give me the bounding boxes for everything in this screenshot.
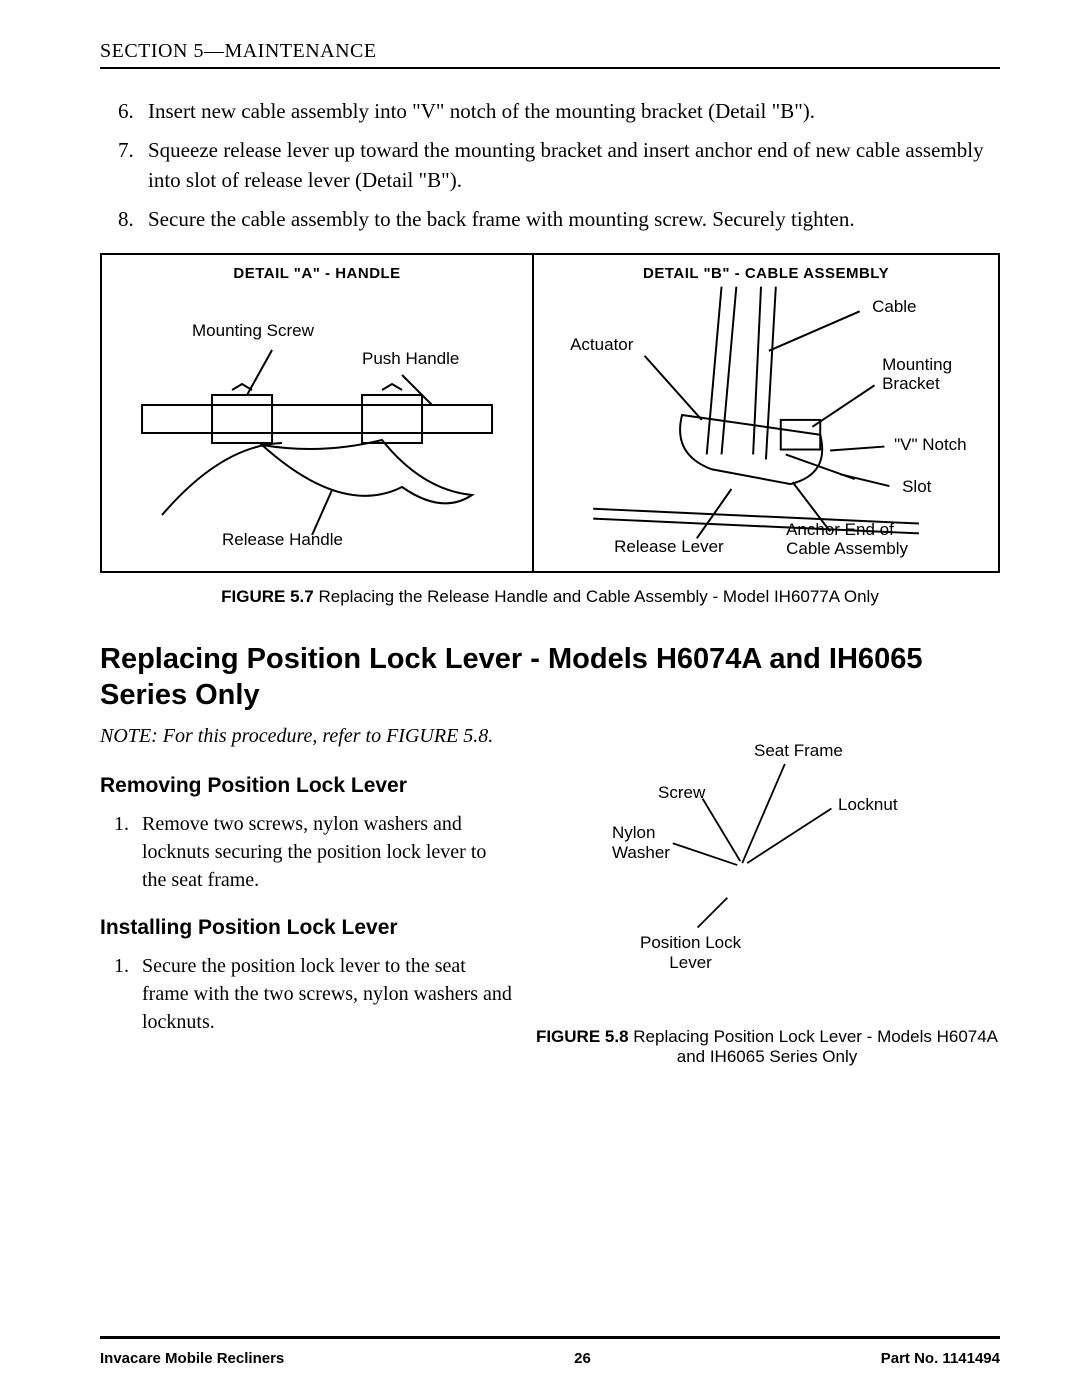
step-text: Secure the cable assembly to the back fr…	[148, 205, 855, 234]
step-number: 6.	[118, 97, 144, 126]
figure-5-7-caption: FIGURE 5.7 Replacing the Release Handle …	[100, 587, 1000, 607]
step-number: 7.	[118, 136, 144, 195]
footer-rule	[100, 1336, 1000, 1339]
label-cable: Cable	[872, 297, 916, 317]
label-mounting-screw: Mounting Screw	[192, 321, 314, 341]
step-text: Insert new cable assembly into "V" notch…	[148, 97, 815, 126]
step-text: Squeeze release lever up toward the moun…	[148, 136, 1000, 195]
installing-title: Installing Position Lock Lever	[100, 916, 514, 940]
figure-5-7: DETAIL "A" - HANDLE Mounting Screw Push …	[100, 253, 1000, 573]
figure-5-7-text: Replacing the Release Handle and Cable A…	[314, 587, 879, 606]
detail-b-panel: DETAIL "B" - CABLE ASSEMBLY	[532, 255, 998, 571]
footer-left: Invacare Mobile Recliners	[100, 1350, 284, 1367]
step-text: Secure the position lock lever to the se…	[142, 952, 514, 1036]
label-locknut: Locknut	[838, 795, 898, 815]
step-list: 6. Insert new cable assembly into "V" no…	[100, 97, 1000, 235]
detail-a-panel: DETAIL "A" - HANDLE Mounting Screw Push …	[102, 255, 532, 571]
label-anchor-end: Anchor End of Cable Assembly	[786, 520, 908, 559]
remove-step-1: 1. Remove two screws, nylon washers and …	[100, 810, 514, 894]
step-6: 6. Insert new cable assembly into "V" no…	[118, 97, 1000, 126]
note-text: NOTE: For this procedure, refer to FIGUR…	[100, 723, 514, 750]
figure-5-7-number: FIGURE 5.7	[221, 587, 314, 606]
step-8: 8. Secure the cable assembly to the back…	[118, 205, 1000, 234]
figure-5-8-caption: FIGURE 5.8 Replacing Position Lock Lever…	[534, 1027, 1000, 1067]
step-text: Remove two screws, nylon washers and loc…	[142, 810, 514, 894]
detail-b-diagram	[534, 255, 998, 571]
left-column: NOTE: For this procedure, refer to FIGUR…	[100, 723, 514, 1101]
label-push-handle: Push Handle	[362, 349, 459, 369]
page-number: 26	[574, 1350, 591, 1367]
step-7: 7. Squeeze release lever up toward the m…	[118, 136, 1000, 195]
label-position-lock-lever: Position Lock Lever	[640, 933, 741, 972]
label-v-notch: "V" Notch	[894, 435, 967, 455]
label-seat-frame: Seat Frame	[754, 741, 843, 761]
label-release-handle: Release Handle	[222, 530, 343, 550]
install-step-1: 1. Secure the position lock lever to the…	[100, 952, 514, 1036]
section-header: SECTION 5—MAINTENANCE	[100, 40, 1000, 69]
two-column-layout: NOTE: For this procedure, refer to FIGUR…	[100, 723, 1000, 1101]
label-nylon-washer: Nylon Washer	[612, 823, 670, 862]
footer-right: Part No. 1141494	[881, 1350, 1000, 1367]
step-number: 1.	[114, 952, 138, 1036]
label-actuator: Actuator	[570, 335, 633, 355]
step-number: 1.	[114, 810, 138, 894]
label-mounting-bracket: Mounting Bracket	[882, 355, 952, 394]
label-screw: Screw	[658, 783, 705, 803]
label-slot: Slot	[902, 477, 931, 497]
figure-5-8-diagram	[534, 723, 1000, 1023]
figure-5-8-text: Replacing Position Lock Lever - Models H…	[629, 1027, 998, 1066]
label-release-lever: Release Lever	[614, 537, 724, 557]
page-footer: Invacare Mobile Recliners 26 Part No. 11…	[100, 1350, 1000, 1367]
removing-title: Removing Position Lock Lever	[100, 774, 514, 798]
section-title: Replacing Position Lock Lever - Models H…	[100, 641, 1000, 714]
figure-5-8: Seat Frame Screw Nylon Washer Locknut Po…	[534, 723, 1000, 1023]
detail-a-diagram	[102, 255, 532, 571]
step-number: 8.	[118, 205, 144, 234]
right-column: Seat Frame Screw Nylon Washer Locknut Po…	[534, 723, 1000, 1101]
figure-5-8-number: FIGURE 5.8	[536, 1027, 629, 1046]
